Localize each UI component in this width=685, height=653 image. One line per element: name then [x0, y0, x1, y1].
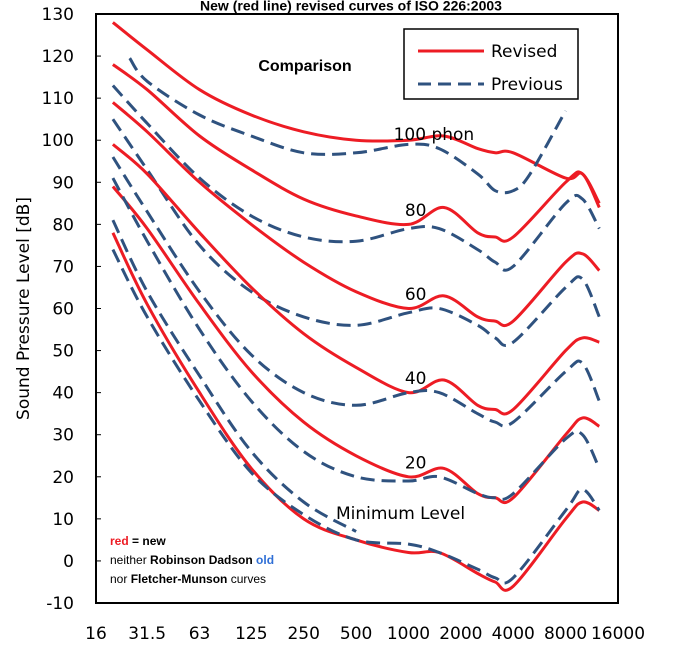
curve-label: 40 — [405, 369, 427, 389]
revised-curve-40-phon — [111, 143, 600, 416]
previous-curve-minimum-level — [111, 248, 601, 585]
previous-curve-100-phon — [128, 57, 567, 195]
x-tick-labels: 16 31.5 63 125 250 500 1000 2000 4000 8000 16000 — [85, 624, 645, 644]
y-tick-label: 90 — [52, 173, 74, 193]
y-tick-label: 100 — [42, 131, 74, 151]
y-tick-labels: -10 0 10 20 30 40 50 60 70 80 90 100 110 120 130 — [42, 5, 101, 614]
revised-curve-80-phon — [112, 63, 601, 243]
y-tick-label: 30 — [52, 426, 74, 446]
curve-label: 60 — [405, 285, 427, 305]
legend-revised-label: Revised — [491, 42, 557, 62]
previous-curve-60-phon — [111, 118, 601, 347]
note-new: = new — [129, 534, 167, 548]
curve-label: 20 — [405, 453, 427, 473]
y-tick-label: 40 — [52, 384, 74, 404]
note-line-2: neither Robinson Dadson old — [110, 553, 274, 567]
legend: Revised Previous — [403, 28, 579, 100]
y-tick-label: 120 — [42, 47, 74, 67]
chart-title: New (red line) revised curves of ISO 226… — [200, 0, 502, 13]
legend-previous-label: Previous — [491, 75, 563, 95]
y-tick-label: 10 — [52, 510, 74, 530]
curve-label: 80 — [405, 201, 427, 221]
curve-labels: 100 phon 80 60 40 20 Minimum Level — [336, 125, 474, 524]
previous-curve-40-phon — [111, 156, 601, 428]
note-robinson: Robinson Dadson — [150, 553, 253, 567]
y-tick-label: -10 — [46, 594, 74, 614]
note-red-word: red — [110, 534, 129, 548]
x-tick-label: 16000 — [591, 624, 645, 644]
x-tick-label: 4000 — [492, 624, 535, 644]
y-tick-label: 50 — [52, 342, 74, 362]
x-tick-label: 500 — [340, 624, 372, 644]
x-tick-label: 125 — [235, 624, 267, 644]
y-tick-label: 20 — [52, 468, 74, 488]
previous-curve-80-phon — [111, 84, 601, 272]
revised-curve-minimum-level — [111, 232, 601, 592]
y-tick-label: 70 — [52, 257, 74, 277]
y-tick-label: 80 — [52, 215, 74, 235]
revised-curve-100-phon — [111, 21, 601, 205]
y-axis-label: Sound Pressure Level [dB] — [14, 197, 34, 420]
x-tick-label: 250 — [287, 624, 319, 644]
x-tick-label: 8000 — [544, 624, 587, 644]
y-tick-label: 130 — [42, 5, 74, 25]
note-line-1: red = new — [110, 534, 166, 548]
x-tick-label: 1000 — [387, 624, 430, 644]
legend-box — [403, 28, 579, 100]
note-fletcher: Fletcher-Munson — [131, 572, 228, 586]
revised-curve-20-phon — [111, 185, 601, 505]
previous-curve-20-phon — [111, 177, 601, 501]
note-nor: nor — [110, 572, 131, 586]
curve-label: Minimum Level — [336, 504, 465, 524]
x-tick-label: 31.5 — [128, 624, 166, 644]
x-tick-label: 16 — [85, 624, 107, 644]
note-neither: neither — [110, 553, 150, 567]
curve-label: 100 phon — [394, 125, 475, 145]
y-tick-label: 60 — [52, 300, 74, 320]
note-curves: curves — [227, 572, 266, 586]
note-line-3: nor Fletcher-Munson curves — [110, 572, 266, 586]
x-tick-label: 63 — [189, 624, 211, 644]
y-tick-label: 110 — [42, 89, 74, 109]
revised-curve-60-phon — [111, 101, 601, 328]
y-tick-label: 0 — [63, 552, 74, 572]
previous-curve-minimum-level-alt- — [111, 219, 357, 533]
x-tick-label: 2000 — [439, 624, 482, 644]
comparison-label: Comparison — [258, 58, 351, 75]
series-layer — [111, 21, 601, 592]
note-old: old — [253, 553, 274, 567]
note-text: red = new neither Robinson Dadson old no… — [110, 534, 274, 586]
